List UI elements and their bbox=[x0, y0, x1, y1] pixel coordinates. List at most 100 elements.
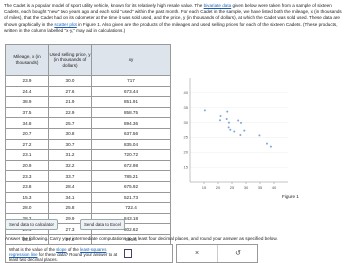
cell: 521.73 bbox=[91, 191, 171, 204]
clear-button[interactable]: × bbox=[194, 250, 200, 257]
cell: 23.3 bbox=[5, 170, 49, 182]
point bbox=[258, 134, 261, 137]
cell: 894.36 bbox=[91, 117, 171, 129]
cell: 32.2 bbox=[48, 159, 92, 172]
figure-label: Figure 1 bbox=[282, 194, 299, 199]
point bbox=[225, 118, 228, 121]
undo-button[interactable]: ↺ bbox=[217, 245, 258, 262]
instruction: Answer the following. Carry your interme… bbox=[5, 236, 278, 241]
cell: 37.5 bbox=[5, 106, 49, 119]
x-tick-label: 30 bbox=[244, 185, 249, 190]
point bbox=[227, 126, 230, 129]
link[interactable]: slope bbox=[56, 247, 67, 252]
point bbox=[218, 119, 221, 122]
table-row: 23.3 33.7 785.21 bbox=[5, 170, 171, 182]
cell: 30.8 bbox=[48, 127, 92, 140]
cell: 722.4 bbox=[91, 202, 171, 214]
cell: 675.92 bbox=[91, 180, 171, 193]
data-table: Mileage, x (in thousands) Used selling pr… bbox=[5, 44, 171, 246]
cell: 21.9 bbox=[48, 96, 92, 108]
point bbox=[226, 110, 229, 113]
y-tick-label: 25 bbox=[184, 135, 189, 140]
answer-input[interactable] bbox=[124, 249, 132, 258]
question-text: of the bbox=[66, 247, 81, 252]
point bbox=[266, 142, 268, 145]
cell: 785.21 bbox=[91, 170, 171, 182]
cell: 720.72 bbox=[91, 149, 171, 161]
table-row: 34.8 25.7 894.36 bbox=[5, 117, 171, 129]
cell: 23.8 bbox=[5, 180, 49, 193]
point bbox=[239, 121, 242, 124]
point bbox=[227, 121, 230, 124]
button[interactable]: Send data to calculator bbox=[5, 219, 58, 230]
table-row: 15.3 34.1 521.73 bbox=[5, 191, 171, 204]
cell: 34.1 bbox=[48, 191, 92, 204]
column-header: xy bbox=[91, 44, 171, 76]
header-row: Mileage, x (in thousands) Used selling pr… bbox=[5, 44, 171, 76]
cell: 835.04 bbox=[91, 138, 171, 151]
cell: 22.9 bbox=[48, 106, 92, 119]
intro-text: given below were taken from a sample of … bbox=[4, 3, 342, 27]
table-row: 28.0 25.8 722.4 bbox=[5, 202, 171, 214]
cell: 27.6 bbox=[48, 85, 92, 98]
link[interactable]: scatter plot bbox=[54, 21, 77, 27]
cell: 20.9 bbox=[5, 159, 49, 172]
cell: 28.0 bbox=[5, 202, 49, 214]
cell: 858.75 bbox=[91, 106, 171, 119]
intro-text: The Cadet is a popular model of sport ut… bbox=[4, 3, 204, 8]
point bbox=[237, 119, 240, 122]
cell: 25.7 bbox=[48, 117, 92, 129]
intro: The Cadet is a popular model of sport ut… bbox=[4, 3, 346, 34]
link[interactable]: least-squares regression line bbox=[9, 247, 107, 257]
cell: 30.7 bbox=[48, 138, 92, 151]
cell: 15.3 bbox=[5, 191, 49, 204]
cell: 27.2 bbox=[5, 138, 49, 151]
cell: 24.4 bbox=[5, 85, 49, 98]
table-row: 20.9 32.2 672.98 bbox=[5, 159, 171, 172]
y-tick-label: 30 bbox=[184, 120, 189, 125]
point bbox=[269, 145, 272, 148]
x-tick-label: 40 bbox=[272, 185, 277, 190]
question-box: What is the value of the slope of the le… bbox=[5, 244, 173, 263]
question: What is the value of the slope of the le… bbox=[9, 247, 121, 262]
cell: 38.9 bbox=[5, 96, 49, 108]
x-tick-label: 35 bbox=[258, 185, 263, 190]
cell: 28.4 bbox=[48, 180, 92, 193]
controls: × ↺ bbox=[176, 244, 258, 263]
y-tick-label: 35 bbox=[184, 105, 189, 110]
table-row: 23.8 28.4 675.92 bbox=[5, 180, 171, 193]
point bbox=[239, 134, 242, 137]
cell: 33.7 bbox=[48, 170, 92, 182]
cell: 23.9 bbox=[5, 75, 49, 87]
point bbox=[219, 115, 222, 118]
y-tick-label: 40 bbox=[184, 90, 189, 95]
column-header: Mileage, x (in thousands) bbox=[5, 44, 49, 76]
cell: 673.44 bbox=[91, 85, 171, 98]
cell: 25.8 bbox=[48, 202, 92, 214]
cell: 30.0 bbox=[48, 75, 92, 87]
table-row: 37.5 22.9 858.75 bbox=[5, 106, 171, 119]
x-tick-label: 25 bbox=[230, 185, 235, 190]
cell: 851.91 bbox=[91, 96, 171, 108]
cell: 637.56 bbox=[91, 127, 171, 140]
table-row: 24.4 27.6 673.44 bbox=[5, 85, 171, 98]
table-row: 38.9 21.9 851.91 bbox=[5, 96, 171, 108]
question-text: What is the value of the bbox=[9, 247, 57, 252]
cell: 20.7 bbox=[5, 127, 49, 140]
link[interactable]: bivariate data bbox=[203, 3, 232, 8]
y-tick-label: 20 bbox=[184, 150, 189, 155]
cell: 23.1 bbox=[5, 149, 49, 161]
cell: 34.8 bbox=[5, 117, 49, 129]
intro-text: in Figure 1. Also given are the products… bbox=[4, 21, 338, 33]
x-tick-label: 20 bbox=[216, 185, 221, 190]
x-tick-label: 15 bbox=[202, 185, 207, 190]
scatter-plot: 15 20 25 30 35 40 15 20 25 30 35 40 bbox=[184, 78, 288, 190]
cell: 717 bbox=[91, 75, 171, 87]
table-row: 23.1 31.2 720.72 bbox=[5, 149, 171, 161]
cell: 672.98 bbox=[91, 159, 171, 172]
table-row: 27.2 30.7 835.04 bbox=[5, 138, 171, 151]
cell: 31.2 bbox=[48, 149, 92, 161]
button[interactable]: Send data to Excel bbox=[80, 219, 125, 230]
